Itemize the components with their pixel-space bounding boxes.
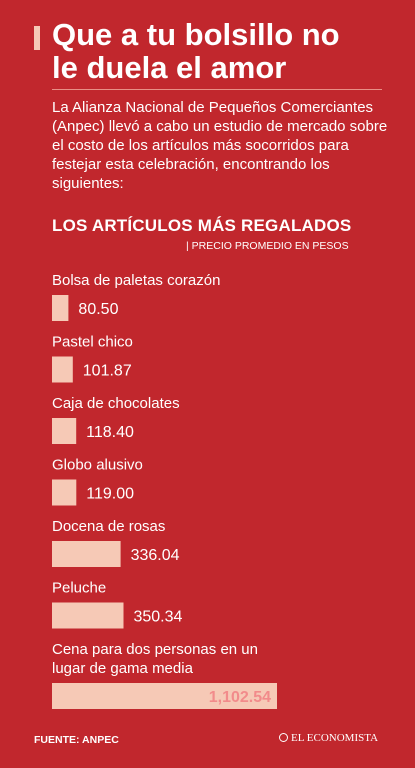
bar: [52, 479, 77, 506]
category-label: Caja de chocolates: [52, 395, 180, 412]
value-label: 336.04: [131, 547, 180, 564]
bar: [52, 683, 277, 709]
intro-paragraph: La Alianza Nacional de Pequeños Comercia…: [52, 99, 388, 192]
brand-name: EL ECONOMISTA: [291, 732, 379, 744]
brand-icon: [279, 733, 288, 742]
bar: [52, 356, 73, 383]
bar: [52, 602, 124, 629]
value-label: 118.40: [86, 424, 134, 441]
infographic-title: Que a tu bolsillo no le duela el amor: [52, 18, 402, 84]
value-label: 80.50: [78, 301, 118, 318]
category-label: Globo alusivo: [52, 457, 143, 474]
category-label: Pastel chico: [52, 334, 133, 351]
title-accent-bar: [34, 26, 40, 50]
bar: [52, 418, 77, 444]
title-line-2: le duela el amor: [52, 50, 287, 85]
source-note: FUENTE: ANPEC: [34, 734, 119, 746]
value-label: 101.87: [83, 363, 132, 380]
category-label: Bolsa de paletas corazón: [52, 272, 220, 289]
value-label: 119.00: [86, 486, 134, 503]
bar: [52, 295, 69, 321]
bar-chart: Bolsa de paletas corazón 80.50 Pastel chic…: [52, 272, 277, 709]
title-divider: [52, 89, 382, 90]
chart-subtitle: | PRECIO PROMEDIO EN PESOS: [186, 240, 349, 252]
value-label: 1,102.54: [209, 689, 271, 706]
title-line-1: Que a tu bolsillo no: [52, 17, 340, 52]
category-label: Peluche: [52, 580, 106, 597]
category-label: Docena de rosas: [52, 518, 165, 535]
brand-logo: EL ECONOMISTA: [279, 732, 378, 744]
value-label: 350.34: [133, 609, 182, 626]
chart-title: LOS ARTÍCULOS MÁS REGALADOS: [52, 216, 352, 235]
bar: [52, 541, 121, 567]
category-label: Cena para dos personas en un lugar de gam…: [52, 641, 258, 677]
